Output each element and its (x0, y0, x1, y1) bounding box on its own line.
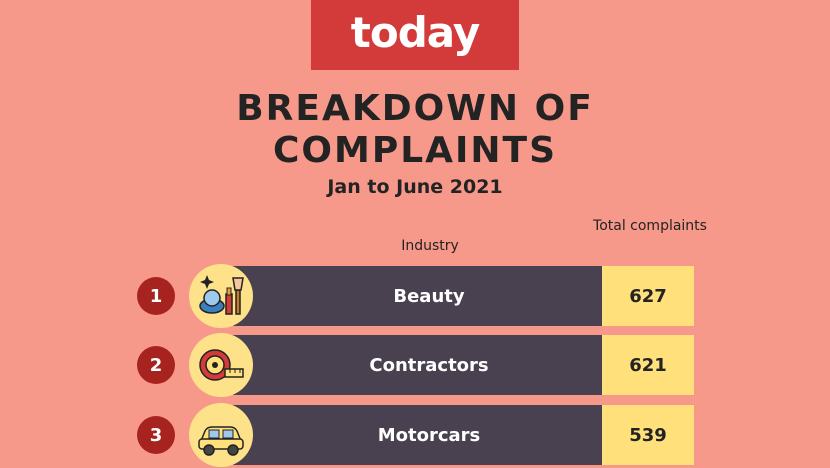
car-icon (189, 403, 253, 467)
logo-text: today (350, 7, 480, 57)
column-header-total: Total complaints (593, 218, 707, 234)
rank-badge: 2 (137, 346, 175, 384)
table-row: 2 Contractors 621 (0, 333, 830, 397)
today-logo: today (311, 0, 519, 70)
chart-title-line1: BREAKDOWN OF (236, 88, 594, 129)
tape-measure-icon (189, 333, 253, 397)
total-value: 621 (602, 335, 694, 395)
industry-bar: Contractors (226, 335, 602, 395)
total-value: 627 (602, 266, 694, 326)
industry-label: Motorcars (377, 424, 481, 446)
chart-title-line2: COMPLAINTS (272, 130, 558, 171)
industry-bar: Beauty (226, 266, 602, 326)
industry-label: Contractors (369, 354, 489, 376)
chart-subtitle: Jan to June 2021 (327, 176, 503, 198)
industry-bar: Motorcars (226, 405, 602, 465)
column-header-industry: Industry (401, 238, 459, 254)
rank-badge: 3 (137, 416, 175, 454)
table-row: 3 Motorcars 539 (0, 403, 830, 467)
makeup-icon (189, 264, 253, 328)
industry-label: Beauty (393, 285, 465, 307)
total-value: 539 (602, 405, 694, 465)
rank-badge: 1 (137, 277, 175, 315)
table-row: 1 Beauty 627 (0, 264, 830, 328)
